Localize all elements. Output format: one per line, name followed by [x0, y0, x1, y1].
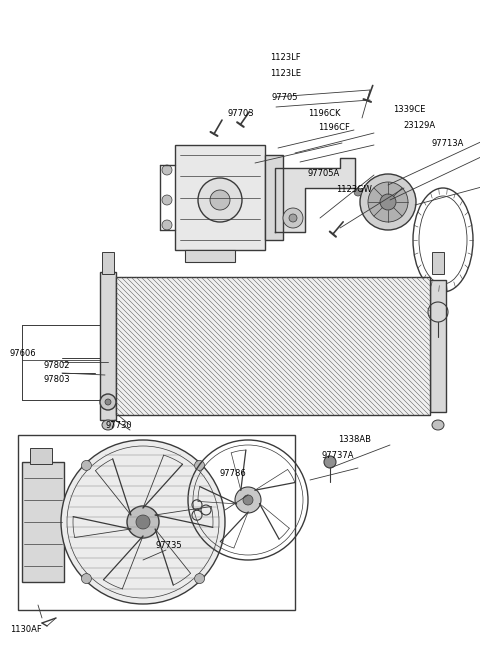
Circle shape — [283, 208, 303, 228]
Circle shape — [324, 456, 336, 468]
Circle shape — [368, 182, 408, 222]
Circle shape — [194, 460, 204, 470]
Circle shape — [162, 165, 172, 175]
Text: 1123GW: 1123GW — [336, 185, 372, 195]
Text: 97802: 97802 — [44, 362, 71, 371]
Text: 97705: 97705 — [272, 94, 299, 102]
Text: 97713A: 97713A — [432, 138, 464, 147]
Bar — [430, 280, 446, 412]
Bar — [116, 277, 430, 415]
Circle shape — [289, 214, 297, 222]
Circle shape — [243, 495, 253, 505]
Circle shape — [82, 460, 91, 470]
Bar — [30, 448, 52, 464]
Text: 1123LF: 1123LF — [270, 54, 300, 62]
Text: 97786: 97786 — [220, 468, 247, 477]
Bar — [432, 252, 444, 274]
Text: 97703: 97703 — [227, 109, 253, 117]
Bar — [265, 155, 283, 240]
Circle shape — [194, 574, 204, 584]
Circle shape — [380, 194, 396, 210]
Bar — [22, 462, 64, 582]
Bar — [102, 252, 114, 274]
Text: 1123LE: 1123LE — [270, 69, 301, 77]
Bar — [100, 272, 116, 420]
Ellipse shape — [102, 420, 114, 430]
Bar — [18, 435, 295, 610]
Circle shape — [235, 487, 261, 513]
Text: 97705A: 97705A — [308, 170, 340, 179]
Text: 1338AB: 1338AB — [338, 436, 371, 445]
Circle shape — [354, 188, 362, 196]
Circle shape — [136, 515, 150, 529]
Circle shape — [162, 220, 172, 230]
Circle shape — [105, 399, 111, 405]
Circle shape — [82, 574, 91, 584]
Circle shape — [127, 506, 159, 538]
Text: 97606: 97606 — [10, 348, 36, 358]
Ellipse shape — [432, 420, 444, 430]
Circle shape — [100, 394, 116, 410]
Bar — [185, 250, 235, 262]
Text: 1130AF: 1130AF — [10, 626, 42, 635]
Text: 1196CK: 1196CK — [308, 109, 340, 117]
Circle shape — [61, 440, 225, 604]
Text: 97735: 97735 — [155, 542, 181, 550]
Text: 1339CE: 1339CE — [393, 105, 425, 115]
Circle shape — [210, 190, 230, 210]
Circle shape — [162, 195, 172, 205]
Text: 97737A: 97737A — [322, 451, 355, 460]
Polygon shape — [275, 158, 355, 232]
Circle shape — [198, 178, 242, 222]
Text: 97730: 97730 — [105, 421, 132, 430]
Text: 1196CF: 1196CF — [318, 124, 350, 132]
Text: 23129A: 23129A — [403, 121, 435, 130]
Bar — [116, 277, 430, 415]
Text: 97803: 97803 — [44, 375, 71, 384]
Bar — [175, 145, 265, 250]
Circle shape — [360, 174, 416, 230]
